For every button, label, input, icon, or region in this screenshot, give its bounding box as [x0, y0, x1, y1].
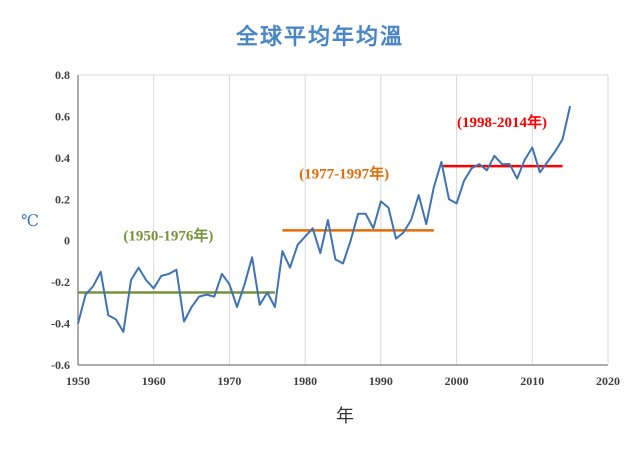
period-mean-label: (1977-1997年) [299, 164, 389, 182]
period-mean-label: (1998-2014年) [457, 113, 547, 131]
x-tick-label: 2000 [445, 374, 469, 388]
y-tick-label: 0.6 [55, 109, 70, 123]
y-tick-label: 0 [64, 234, 70, 248]
x-tick-label: 1950 [66, 374, 90, 388]
y-tick-label: 0.2 [55, 192, 70, 206]
x-tick-label: 2010 [520, 374, 544, 388]
period-mean-label: (1950-1976年) [123, 227, 213, 245]
y-tick-label: -0.2 [51, 275, 70, 289]
y-tick-label: -0.6 [51, 358, 70, 372]
x-tick-label: 1980 [293, 374, 317, 388]
x-tick-label: 2020 [596, 374, 620, 388]
x-tick-label: 1970 [217, 374, 241, 388]
y-tick-label: 0.4 [55, 151, 70, 165]
x-tick-label: 1990 [369, 374, 393, 388]
x-tick-label: 1960 [142, 374, 166, 388]
series-line [77, 105, 572, 333]
axes [77, 74, 609, 366]
y-tick-label: -0.4 [51, 317, 70, 331]
y-tick-label: 0.8 [55, 68, 70, 82]
series-layer [77, 105, 572, 333]
chart-title: 全球平均年均溫 [235, 24, 404, 49]
x-axis-label: 年 [336, 406, 354, 426]
tick-labels: -0.6 -0.4 -0.2 0 0.2 0.4 0.6 0.8 1950 1960 1970 198… [51, 68, 620, 388]
period-means: (1950-1976年) (1977-1997年) (1998-2014年) [78, 113, 563, 294]
y-axis-label: ℃ [21, 213, 39, 230]
